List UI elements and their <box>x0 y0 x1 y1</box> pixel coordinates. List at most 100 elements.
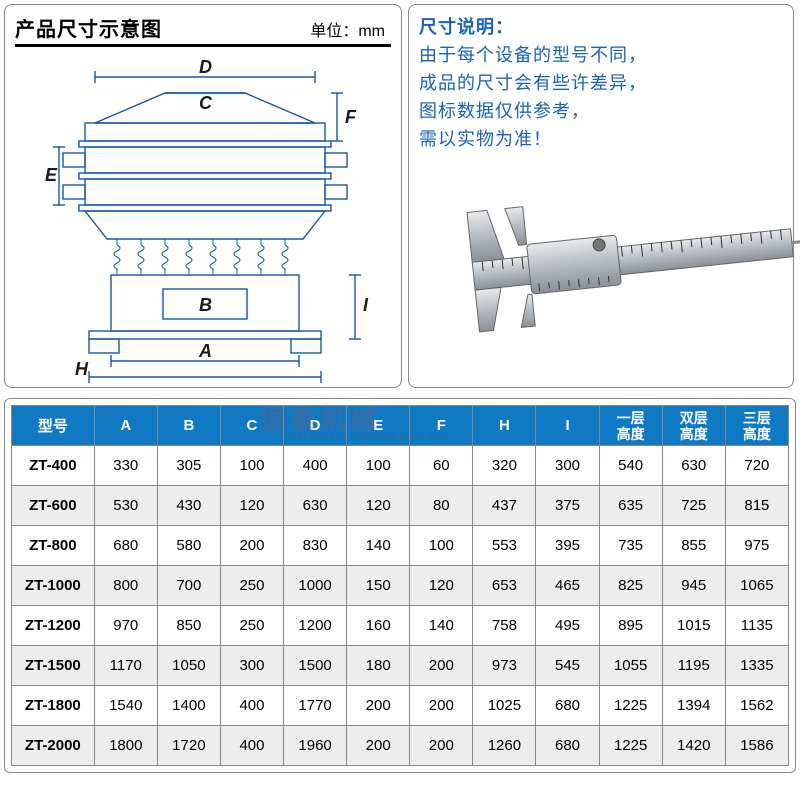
cell-value: 1200 <box>284 606 347 646</box>
table-row: ZT-1800154014004001770200200102568012251… <box>12 686 789 726</box>
spec-table-wrap: 型号 A B C D E F H I 一层高度 双层高度 三层高度 ZT-400… <box>4 398 796 773</box>
diagram-area: D C E F B I A H <box>15 53 391 383</box>
cell-value: 680 <box>94 526 157 566</box>
cell-value: 1800 <box>94 726 157 766</box>
cell-value: 100 <box>347 446 410 486</box>
cell-value: 540 <box>599 446 662 486</box>
cell-value: 830 <box>284 526 347 566</box>
cell-value: 140 <box>347 526 410 566</box>
cell-value: 1586 <box>725 726 788 766</box>
table-row: ZT-1200970850250120016014075849589510151… <box>12 606 789 646</box>
dim-label-F: F <box>345 107 357 127</box>
notes-line-3: 图标数据仅供参考， <box>419 97 783 125</box>
cell-value: 758 <box>473 606 536 646</box>
dim-label-I: I <box>363 295 369 315</box>
diagram-title: 产品尺寸示意图 <box>15 13 162 42</box>
cell-value: 160 <box>347 606 410 646</box>
cell-value: 1400 <box>157 686 220 726</box>
diagram-heading-row: 产品尺寸示意图 单位：mm <box>15 13 391 47</box>
cell-value: 1055 <box>599 646 662 686</box>
cell-value: 437 <box>473 486 536 526</box>
cell-value: 1720 <box>157 726 220 766</box>
cell-value: 1135 <box>725 606 788 646</box>
cell-value: 580 <box>157 526 220 566</box>
cell-value: 825 <box>599 566 662 606</box>
cell-value: 1562 <box>725 686 788 726</box>
machine-diagram: D C E F B I A H <box>15 53 395 383</box>
notes-line-1: 由于每个设备的型号不同， <box>419 41 783 69</box>
cell-value: 1065 <box>725 566 788 606</box>
th-D: D <box>284 406 347 446</box>
notes-line-2: 成品的尺寸会有些许差异， <box>419 69 783 97</box>
table-row: ZT-1500117010503001500180200973545105511… <box>12 646 789 686</box>
cell-value: 1260 <box>473 726 536 766</box>
cell-value: 945 <box>662 566 725 606</box>
dim-label-D: D <box>199 57 212 77</box>
cell-value: 250 <box>220 606 283 646</box>
cell-value: 305 <box>157 446 220 486</box>
cell-value: 1015 <box>662 606 725 646</box>
dim-label-H: H <box>75 359 89 379</box>
caliper-icon <box>433 177 800 347</box>
cell-value: 545 <box>536 646 599 686</box>
table-row: ZT-1000800700250100015012065346582594510… <box>12 566 789 606</box>
cell-value: 680 <box>536 686 599 726</box>
th-h1: 一层高度 <box>599 406 662 446</box>
cell-value: 1960 <box>284 726 347 766</box>
cell-value: 720 <box>725 446 788 486</box>
cell-value: 100 <box>410 526 473 566</box>
cell-value: 200 <box>347 726 410 766</box>
cell-value: 375 <box>536 486 599 526</box>
cell-value: 250 <box>220 566 283 606</box>
cell-value: 140 <box>410 606 473 646</box>
cell-value: 1335 <box>725 646 788 686</box>
cell-value: 1770 <box>284 686 347 726</box>
cell-value: 800 <box>94 566 157 606</box>
cell-value: 465 <box>536 566 599 606</box>
cell-value: 725 <box>662 486 725 526</box>
th-I: I <box>536 406 599 446</box>
notes-line-4: 需以实物为准！ <box>419 125 783 153</box>
cell-value: 300 <box>220 646 283 686</box>
cell-value: 815 <box>725 486 788 526</box>
table-row: ZT-60053043012063012080437375635725815 <box>12 486 789 526</box>
cell-value: 1000 <box>284 566 347 606</box>
cell-value: 653 <box>473 566 536 606</box>
cell-value: 200 <box>410 646 473 686</box>
cell-value: 495 <box>536 606 599 646</box>
cell-model: ZT-600 <box>12 486 95 526</box>
cell-value: 630 <box>662 446 725 486</box>
cell-value: 150 <box>347 566 410 606</box>
cell-value: 300 <box>536 446 599 486</box>
spec-table: 型号 A B C D E F H I 一层高度 双层高度 三层高度 ZT-400… <box>11 405 789 766</box>
cell-value: 400 <box>220 726 283 766</box>
cell-value: 100 <box>220 446 283 486</box>
cell-value: 120 <box>347 486 410 526</box>
th-H: H <box>473 406 536 446</box>
cell-value: 120 <box>410 566 473 606</box>
cell-model: ZT-1800 <box>12 686 95 726</box>
cell-value: 395 <box>536 526 599 566</box>
cell-value: 553 <box>473 526 536 566</box>
cell-value: 735 <box>599 526 662 566</box>
cell-value: 975 <box>725 526 788 566</box>
cell-value: 1050 <box>157 646 220 686</box>
th-h3: 三层高度 <box>725 406 788 446</box>
cell-value: 530 <box>94 486 157 526</box>
cell-value: 200 <box>410 726 473 766</box>
cell-value: 200 <box>410 686 473 726</box>
cell-value: 330 <box>94 446 157 486</box>
cell-value: 1025 <box>473 686 536 726</box>
table-row: ZT-2000180017204001960200200126068012251… <box>12 726 789 766</box>
cell-value: 200 <box>347 686 410 726</box>
cell-value: 400 <box>284 446 347 486</box>
cell-value: 430 <box>157 486 220 526</box>
th-h2: 双层高度 <box>662 406 725 446</box>
cell-value: 1170 <box>94 646 157 686</box>
cell-value: 80 <box>410 486 473 526</box>
th-C: C <box>220 406 283 446</box>
th-model: 型号 <box>12 406 95 446</box>
cell-value: 1195 <box>662 646 725 686</box>
cell-model: ZT-1000 <box>12 566 95 606</box>
cell-value: 1394 <box>662 686 725 726</box>
